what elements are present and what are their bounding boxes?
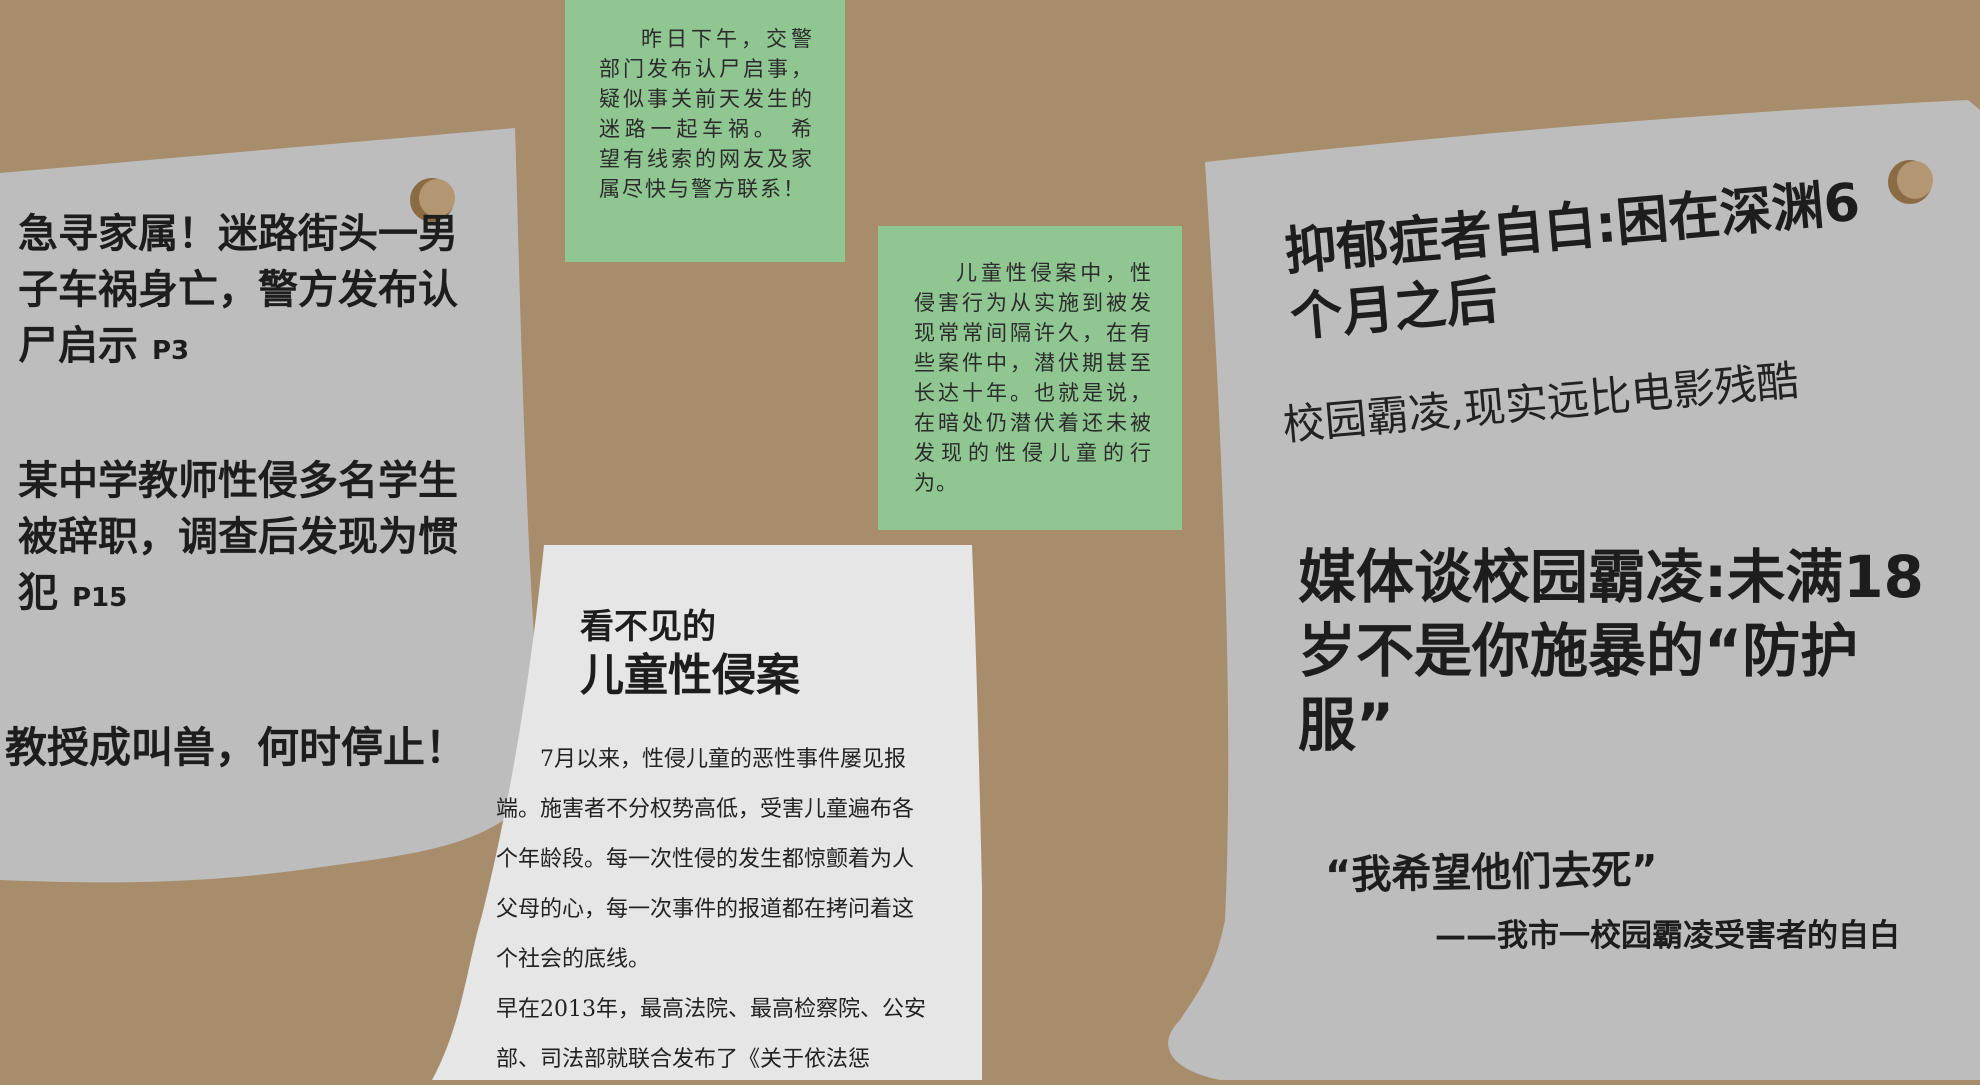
article-body: 7月以来，性侵儿童的恶性事件屡见报端。施害者不分权势高低，受害儿童遍布各个年龄段… bbox=[496, 735, 926, 1085]
left-news-paper: 急寻家属！迷路街头一男子车祸身亡，警方发布认尸启示 P3 某中学教师性侵多名学生被… bbox=[0, 128, 560, 898]
pushpin-icon bbox=[410, 178, 455, 222]
headline-media-bullying[interactable]: 媒体谈校园霸凌:未满18岁不是你施暴的“防护服” bbox=[1298, 543, 1924, 759]
article-paragraph-1: 7月以来，性侵儿童的恶性事件屡见报端。施害者不分权势高低，受害儿童遍布各个年龄段… bbox=[496, 747, 915, 972]
article-paragraph-2: 早在2013年，最高法院、最高检察院、公安部、司法部就联合发布了《关于依法惩 bbox=[496, 997, 926, 1072]
note-child-abuse-text: 儿童性侵案中，性侵害行为从实施到被发现常常间隔许久，在有些案件中，潜伏期甚至长达… bbox=[914, 261, 1152, 495]
page-ref-p3: P3 bbox=[152, 336, 190, 366]
right-news-paper: 抑郁症者自白:困在深渊6个月之后 校园霸凌,现实远比电影残酷 媒体谈校园霸凌:未… bbox=[1160, 100, 1980, 1080]
article-paper: 看不见的 儿童性侵案 7月以来，性侵儿童的恶性事件屡见报端。施害者不分权势高低，… bbox=[432, 545, 982, 1080]
headline-teacher[interactable]: 某中学教师性侵多名学生被辞职，调查后发现为惯犯 P15 bbox=[18, 453, 478, 626]
green-note-accident: 昨日下午，交警部门发布认尸启事，疑似事关前天发生的迷路一起车祸。 希望有线索的网… bbox=[565, 0, 845, 262]
headline-teacher-text: 某中学教师性侵多名学生被辞职，调查后发现为惯犯 bbox=[18, 458, 458, 616]
article-paper-shape bbox=[432, 545, 982, 1080]
headline-professor[interactable]: 教授成叫兽，何时停止！ bbox=[5, 723, 468, 772]
headline-car-accident[interactable]: 急寻家属！迷路街头一男子车祸身亡，警方发布认尸启示 P3 bbox=[18, 206, 478, 379]
quote-text: “我希望他们去死” bbox=[1324, 847, 1659, 899]
article-title-line2: 儿童性侵案 bbox=[580, 650, 800, 701]
page-ref-p15: P15 bbox=[72, 583, 128, 613]
headline-car-accident-text: 急寻家属！迷路街头一男子车祸身亡，警方发布认尸启示 bbox=[18, 211, 458, 369]
article-title-line1: 看不见的 bbox=[580, 607, 716, 647]
pushpin-icon bbox=[1888, 160, 1933, 204]
left-paper-shape bbox=[0, 128, 545, 883]
quote-source: ——我市一校园霸凌受害者的自白 bbox=[1435, 918, 1900, 954]
green-note-child-abuse: 儿童性侵案中，性侵害行为从实施到被发现常常间隔许久，在有些案件中，潜伏期甚至长达… bbox=[878, 226, 1182, 530]
right-paper-shape bbox=[1168, 100, 1980, 1080]
note-accident-text: 昨日下午，交警部门发布认尸启事，疑似事关前天发生的迷路一起车祸。 希望有线索的网… bbox=[599, 27, 814, 201]
